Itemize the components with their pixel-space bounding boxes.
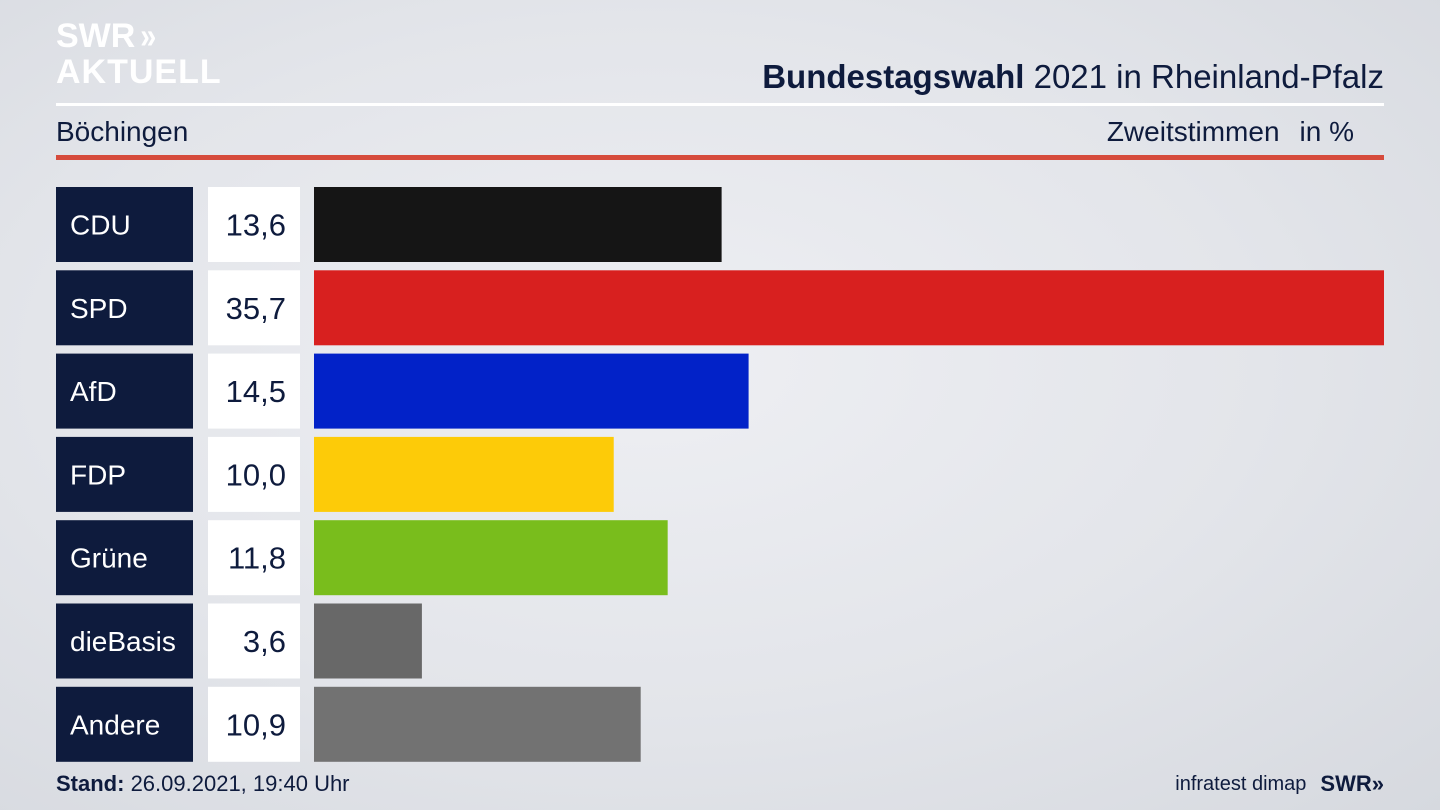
value-box <box>208 436 300 512</box>
bar-spd <box>314 270 1384 346</box>
swr-aktuell-logo: SWR » AKTUELL <box>56 17 222 91</box>
bar-row-cdu: CDU 13,6 <box>56 187 722 262</box>
value-label: 10,9 <box>226 707 286 742</box>
chart-title: Bundestagswahl 2021 in Rheinland-Pfalz <box>762 58 1384 96</box>
bar-row-afd: AfD 14,5 <box>56 353 749 429</box>
value-box <box>208 187 300 262</box>
value-box <box>208 603 300 679</box>
bar-row-spd: SPD 35,7 <box>56 270 1384 346</box>
value-box <box>208 353 300 429</box>
value-label: 35,7 <box>226 291 286 326</box>
party-label: Grüne <box>70 543 148 574</box>
party-label-box <box>56 353 193 429</box>
bar-gr-ne <box>314 520 668 596</box>
source-credit: infratest dimap SWR» <box>1175 771 1384 797</box>
bar-row-gr-ne: Grüne 11,8 <box>56 520 668 596</box>
party-label-box <box>56 270 193 346</box>
stand-value: 26.09.2021, 19:40 Uhr <box>124 771 350 796</box>
measure-label: Zweitstimmen in % <box>1107 116 1354 148</box>
party-label: AfD <box>70 376 117 407</box>
accent-divider <box>56 155 1384 160</box>
bar-andere <box>314 686 641 762</box>
timestamp: Stand: 26.09.2021, 19:40 Uhr <box>56 771 350 797</box>
value-label: 13,6 <box>226 208 286 243</box>
stand-label: Stand: <box>56 771 125 796</box>
header-divider <box>56 103 1384 106</box>
logo-aktuell-text: AKTUELL <box>56 53 222 91</box>
logo-swr-text: SWR <box>56 17 136 55</box>
value-label: 10,0 <box>226 457 286 492</box>
value-box <box>208 270 300 346</box>
measure-text: Zweitstimmen <box>1106 116 1280 147</box>
title-bold: Bundestagswahl <box>762 58 1025 95</box>
unit-text: in % <box>1299 116 1354 147</box>
party-label-box <box>56 603 193 679</box>
value-label: 11,8 <box>228 541 286 576</box>
party-label-box <box>56 187 193 262</box>
value-label: 14,5 <box>226 374 286 409</box>
party-label: Andere <box>70 709 160 740</box>
party-label-box <box>56 436 193 512</box>
party-label: SPD <box>70 293 128 324</box>
party-label-box <box>56 520 193 596</box>
party-label: FDP <box>70 459 126 490</box>
bar-row-diebasis: dieBasis 3,6 <box>56 603 422 679</box>
bar-cdu <box>314 187 722 262</box>
location-label: Böchingen <box>56 116 189 147</box>
value-label: 3,6 <box>243 624 286 659</box>
source-text: infratest dimap <box>1175 772 1307 795</box>
party-label: dieBasis <box>70 626 176 657</box>
swr-small-logo: SWR» <box>1320 771 1384 796</box>
bar-row-andere: Andere 10,9 <box>56 686 641 762</box>
bar-afd <box>314 353 749 429</box>
title-rest: 2021 in Rheinland-Pfalz <box>1024 58 1384 95</box>
value-box <box>208 520 300 596</box>
bar-diebasis <box>314 603 422 679</box>
value-box <box>208 686 300 762</box>
swr-chevron-icon: » <box>1371 771 1384 796</box>
bar-row-fdp: FDP 10,0 <box>56 436 614 512</box>
party-label: CDU <box>70 210 131 241</box>
party-label-box <box>56 686 193 762</box>
bar-fdp <box>314 436 614 512</box>
